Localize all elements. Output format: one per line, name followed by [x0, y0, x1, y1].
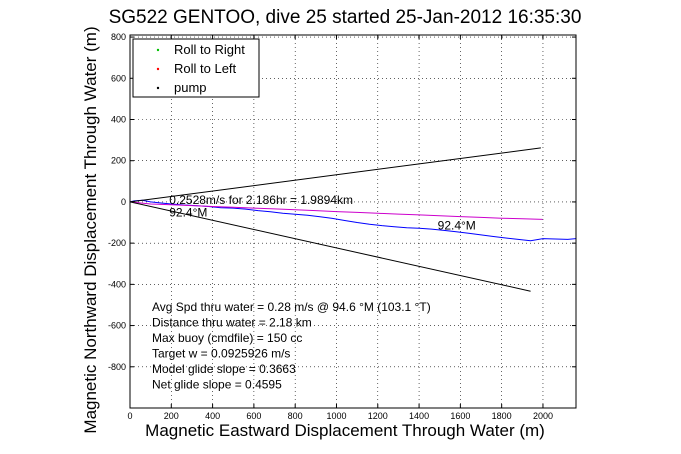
annotations: 0.2528m/s for 2.186hr = 1.9894km92.4°M92…	[169, 193, 476, 233]
x-tick-label: 1800	[492, 411, 512, 421]
chart-title: SG522 GENTOO, dive 25 started 25-Jan-201…	[109, 7, 582, 28]
legend-items: Roll to Right Roll to Left pump	[156, 42, 245, 95]
legend-label: pump	[174, 80, 207, 95]
y-tick-label: 0	[121, 197, 126, 207]
annotation-label: 92.4°M	[169, 205, 207, 219]
legend-marker	[156, 67, 160, 71]
x-tick-label: 2000	[533, 411, 553, 421]
info-line: Avg Spd thru water = 0.28 m/s @ 94.6 °M …	[152, 300, 431, 314]
legend-box	[132, 38, 260, 98]
series-line-1	[130, 201, 543, 220]
x-tick-label: 1000	[326, 411, 346, 421]
annotation-label: 0.2528m/s for 2.186hr = 1.9894km	[169, 193, 353, 207]
x-tick-label: 1400	[409, 411, 429, 421]
info-text: Avg Spd thru water = 0.28 m/s @ 94.6 °M …	[152, 300, 431, 392]
plot-frame	[129, 34, 577, 409]
legend-label: Roll to Right	[174, 42, 245, 57]
y-tick-label: -600	[108, 321, 126, 331]
legend-label: Roll to Left	[174, 61, 237, 76]
x-tick-label: 1200	[368, 411, 388, 421]
legend: Roll to Right Roll to Left pump	[132, 38, 260, 98]
y-tick-label: -200	[108, 238, 126, 248]
y-tick-label: 400	[111, 114, 126, 124]
y-tick-label: 600	[111, 73, 126, 83]
y-tick-label: 200	[111, 156, 126, 166]
info-line: Model glide slope = 0.3663	[152, 362, 296, 376]
series-line-2	[130, 147, 541, 203]
series-line-3	[130, 201, 531, 292]
tick-labels: 0 200 400 600 800 1000 1200 1400 1600 1800 2000-80…	[108, 32, 576, 421]
annotation-label: 92.4°M	[438, 219, 476, 233]
y-tick-label: -800	[108, 362, 126, 372]
x-tick-label: 0	[127, 411, 132, 421]
y-tick-label: 800	[111, 32, 126, 42]
series-group	[130, 147, 576, 292]
info-line: Distance thru water = 2.18 km	[152, 316, 312, 330]
info-line: Max buoy (cmdfile) = 150 cc	[152, 331, 302, 345]
info-line: Net glide slope = 0.4595	[152, 378, 282, 392]
y-axis-label: Magnetic Northward Displacement Through …	[81, 26, 100, 433]
legend-marker	[156, 48, 160, 52]
x-tick-label: 200	[164, 411, 179, 421]
x-tick-label: 600	[246, 411, 261, 421]
info-line: Target w = 0.0925926 m/s	[152, 347, 290, 361]
x-tick-label: 800	[288, 411, 303, 421]
x-axis-label: Magnetic Eastward Displacement Through W…	[145, 421, 545, 440]
y-tick-label: -400	[108, 279, 126, 289]
x-tick-label: 1600	[450, 411, 470, 421]
x-tick-label: 400	[205, 411, 220, 421]
legend-marker	[156, 86, 160, 90]
